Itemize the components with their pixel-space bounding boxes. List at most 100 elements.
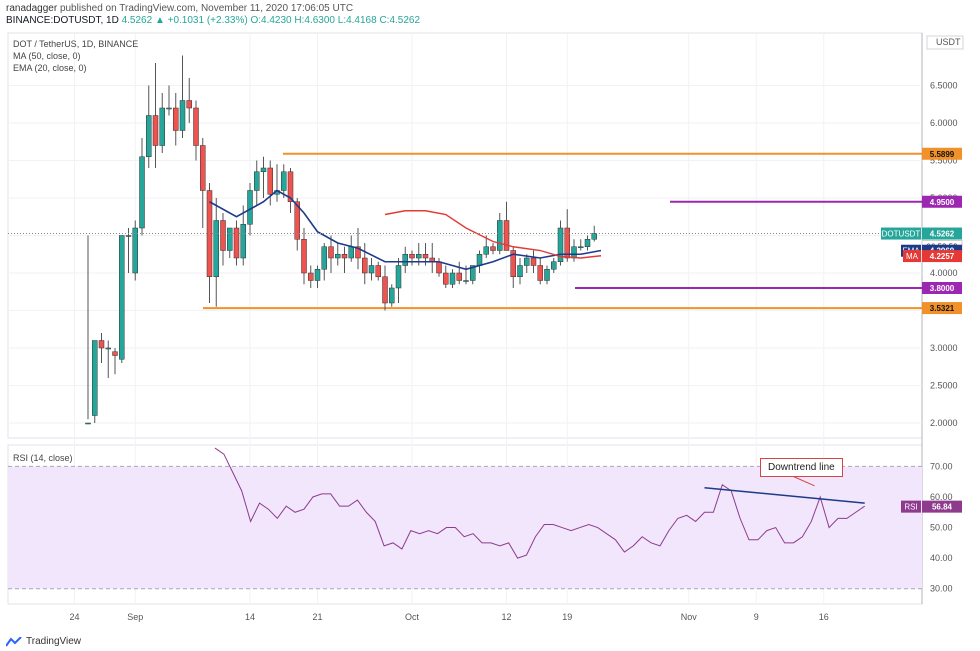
symbol-line: BINANCE:DOTUSDT, 1D 4.5262 ▲ +0.1031 (+2… [6, 15, 420, 27]
time-axis-label: 19 [562, 612, 572, 622]
candle-body [557, 227, 564, 262]
candle-body [416, 254, 422, 259]
badge-5-5899-bg [922, 147, 962, 160]
currency-label: USDT [936, 37, 961, 47]
badge-3-8000-bg [922, 282, 962, 294]
price-axis-label: 5.5000 [930, 156, 958, 166]
candle-body [436, 261, 442, 274]
candle-body [348, 246, 354, 259]
badge-3-5321: 3.5321 [930, 304, 955, 313]
badge-ma-label: MA [906, 252, 919, 261]
candle-body [470, 265, 476, 281]
candle-body [85, 422, 91, 425]
rsi-axis-label: 30.00 [930, 584, 953, 594]
badge-price-label-bg [881, 227, 921, 240]
rsi-axis-label: 40.00 [930, 553, 953, 563]
rsi-axis-label: 50.00 [930, 523, 953, 533]
badge-price: 4.5262 [930, 230, 955, 239]
candle-body [233, 227, 240, 259]
candle-body [402, 254, 408, 266]
badge-ma: 4.2257 [930, 252, 955, 261]
candle-body [483, 246, 489, 255]
candle-body [281, 171, 287, 191]
rsi-axis-label: 70.00 [930, 461, 953, 471]
time-axis-label: Oct [405, 612, 420, 622]
candle-body [328, 246, 334, 259]
price-axis-label: 4.0000 [930, 268, 958, 278]
price-axis-label: 2.0000 [930, 418, 958, 428]
candle-body [355, 246, 361, 259]
candle-body [200, 145, 206, 191]
badge-3-8000: 3.8000 [930, 284, 955, 293]
candle-body [146, 115, 152, 157]
candle-body [294, 201, 300, 240]
badge-ma-bg [922, 250, 962, 263]
candle-body [240, 224, 246, 259]
candle-body [476, 254, 483, 266]
price-axis-label: 6.5000 [930, 81, 958, 91]
candle-body [220, 220, 226, 251]
badge-price-label: DOTUSDT [882, 230, 921, 239]
publish-info: published on TradingView.com, November 1… [59, 3, 354, 14]
author-name[interactable]: ranadagger [6, 3, 58, 14]
candle-body [152, 115, 159, 146]
candle-body [584, 239, 591, 247]
rsi-line [214, 447, 865, 559]
badge-price-bg [922, 227, 962, 240]
candle-body [510, 250, 516, 277]
candle-body [341, 254, 348, 259]
badge-rsi-bg [922, 500, 962, 513]
candle-body [395, 265, 402, 289]
candle-body [571, 246, 577, 259]
candle-body [375, 265, 381, 277]
candle-body [139, 156, 145, 229]
candle-body [503, 220, 510, 251]
ma50-line [384, 210, 602, 259]
candle-body [193, 107, 199, 146]
time-axis-label: 12 [501, 612, 511, 622]
time-axis-label: 9 [754, 612, 759, 622]
candle-body [119, 235, 125, 360]
time-axis-label: 14 [245, 612, 255, 622]
candle-body [537, 265, 543, 281]
symbol-change: ▲ +0.1031 (+2.33%) [154, 15, 248, 26]
rsi-axis-label: 60.00 [930, 492, 953, 502]
rsi-legend: RSI (14, close) [13, 453, 73, 463]
candle-body [112, 351, 118, 356]
candle-body [368, 265, 375, 274]
chart-legend: DOT / TetherUS, 1D, BINANCE MA (50, clos… [13, 38, 138, 74]
badge-rsi-label-bg [901, 500, 921, 513]
candle-body [179, 100, 186, 131]
legend-ma: MA (50, close, 0) [13, 51, 81, 61]
candle-body [260, 167, 267, 172]
candle-body [456, 272, 462, 281]
brand-footer: TradingView [6, 636, 81, 647]
ema20-line [209, 189, 602, 271]
candle-body [213, 220, 219, 277]
downtrend-annotation: Downtrend line [760, 458, 843, 477]
rsi-downtrend-line [704, 487, 865, 504]
candle-body [287, 171, 294, 202]
legend-ema: EMA (20, close, 0) [13, 63, 87, 73]
brand-name: TradingView [26, 636, 82, 647]
candle-body [389, 287, 395, 304]
time-axis-label: Sep [127, 612, 143, 622]
candle-body [517, 265, 523, 277]
candle-body [335, 254, 341, 259]
candle-body [409, 254, 415, 259]
candle-body [105, 347, 111, 350]
badge-4-9500: 4.9500 [930, 198, 955, 207]
candle-body [578, 246, 584, 248]
symbol-price: 4.5262 [121, 15, 153, 26]
badge-rsi-label: RSI [904, 503, 917, 512]
time-axis-label: 16 [819, 612, 829, 622]
candle-body [186, 100, 192, 109]
candle-body [490, 246, 496, 251]
currency-box [926, 35, 964, 50]
candle-body [422, 254, 429, 259]
candle-body [524, 257, 530, 266]
candle-body [166, 107, 172, 110]
price-axis-label: 3.0000 [930, 343, 958, 353]
candle-body [443, 272, 449, 285]
